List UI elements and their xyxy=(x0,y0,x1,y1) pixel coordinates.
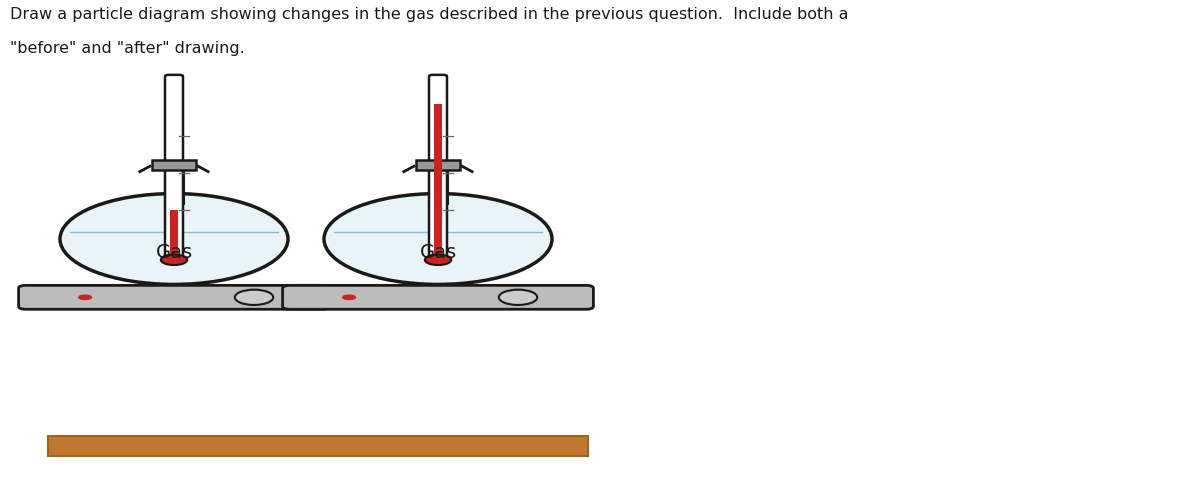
Text: "before" and "after" drawing.: "before" and "after" drawing. xyxy=(10,41,245,55)
FancyBboxPatch shape xyxy=(416,160,460,171)
Circle shape xyxy=(425,254,451,265)
Circle shape xyxy=(60,194,288,284)
Bar xyxy=(48,436,588,456)
Circle shape xyxy=(235,290,274,305)
Circle shape xyxy=(161,254,187,265)
Circle shape xyxy=(499,290,538,305)
FancyBboxPatch shape xyxy=(283,285,593,309)
Text: Draw a particle diagram showing changes in the gas described in the previous que: Draw a particle diagram showing changes … xyxy=(10,7,848,22)
Text: Gas: Gas xyxy=(420,243,456,262)
Text: Gas: Gas xyxy=(156,243,192,262)
FancyBboxPatch shape xyxy=(18,285,329,309)
Bar xyxy=(434,104,442,261)
Circle shape xyxy=(78,294,92,300)
Circle shape xyxy=(324,194,552,284)
Bar xyxy=(428,167,448,203)
Circle shape xyxy=(342,294,356,300)
FancyBboxPatch shape xyxy=(152,160,196,171)
Bar xyxy=(164,167,184,203)
Bar xyxy=(298,288,578,294)
FancyBboxPatch shape xyxy=(430,75,446,263)
Bar xyxy=(34,288,314,294)
Bar xyxy=(170,210,178,261)
FancyBboxPatch shape xyxy=(164,75,182,263)
